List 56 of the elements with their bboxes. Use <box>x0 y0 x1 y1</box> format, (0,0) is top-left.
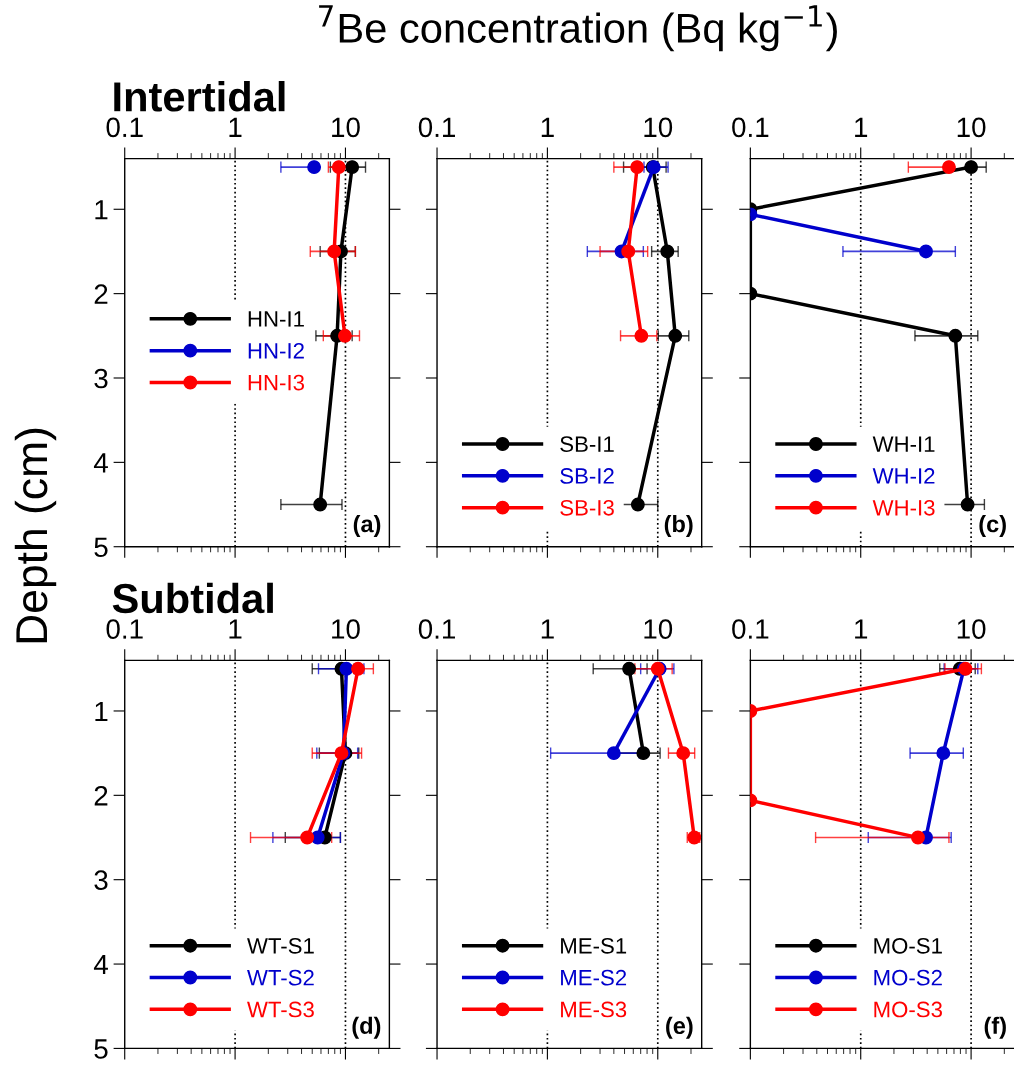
chart-subtitle: Subtidal <box>112 582 273 614</box>
x-tick-label: 1 <box>229 619 242 639</box>
x-tick-label: 1 <box>855 117 868 137</box>
x-tick-label: 0.1 <box>732 117 769 138</box>
legend-label: MO-S3 <box>874 1001 942 1018</box>
legend-label: MO-S2 <box>874 969 942 986</box>
x-tick-label: 10 <box>332 117 360 138</box>
legend-label: SB-I1 <box>560 436 614 453</box>
annotation: (b) <box>664 515 693 538</box>
legend-label: WT-S2 <box>247 969 314 986</box>
x-tick-label: 10 <box>957 117 986 138</box>
annotation: (d) <box>352 1016 381 1039</box>
x-tick-label: 0.1 <box>106 117 143 138</box>
legend-label: MO-S1 <box>874 937 942 954</box>
y-tick-label: 5 <box>94 537 108 558</box>
legend-label: WT-S1 <box>247 937 314 954</box>
x-tick-label: 0.1 <box>732 619 769 639</box>
legend-label: SB-I3 <box>560 499 614 516</box>
legend-label: WH-I2 <box>872 468 935 484</box>
text: $^{7}$Be concentration (Bq kg$^{−1}$) <box>319 5 837 52</box>
x-tick-label: 10 <box>644 117 673 138</box>
x-tick-label: 10 <box>332 619 360 639</box>
x-tick-label: 10 <box>957 619 986 639</box>
legend-label: WH-I3 <box>872 499 935 516</box>
y-tick-label: 1 <box>95 701 108 722</box>
x-tick-label: 1 <box>541 117 554 137</box>
x-tick-label: 10 <box>644 619 673 639</box>
annotation: (a) <box>353 515 381 538</box>
y-tick-label: 3 <box>94 368 108 389</box>
x-tick-label: 0.1 <box>418 117 455 138</box>
y-axis-title: Depth (cm) <box>14 428 57 643</box>
y-tick-label: 3 <box>94 870 108 891</box>
x-tick-label: 0.1 <box>418 619 455 639</box>
legend-label: SB-I2 <box>560 468 614 484</box>
y-tick-label: 2 <box>94 786 108 806</box>
y-tick-label: 4 <box>93 453 108 473</box>
y-tick-label: 4 <box>93 955 108 975</box>
x-tick-label: 1 <box>855 619 868 639</box>
y-tick-label: 1 <box>95 200 108 220</box>
annotation: (e) <box>666 1016 693 1039</box>
legend-label: WH-I1 <box>872 436 935 452</box>
legend-label: HN-I3 <box>248 374 304 391</box>
legend-label: HN-I1 <box>248 311 304 327</box>
y-tick-label: 2 <box>94 284 108 304</box>
annotation: (f) <box>984 1016 1006 1039</box>
x-tick-label: 0.1 <box>106 619 143 639</box>
annotation: (c) <box>979 515 1006 538</box>
y-tick-label: 5 <box>94 1039 108 1059</box>
legend-label: ME-S3 <box>561 1001 627 1018</box>
legend-label: ME-S1 <box>561 937 627 954</box>
x-tick-label: 1 <box>541 619 554 639</box>
chart-subtitle: Intertidal <box>114 81 285 112</box>
legend-label: ME-S2 <box>561 969 627 986</box>
legend-label: WT-S3 <box>247 1001 314 1018</box>
x-tick-label: 1 <box>229 117 242 137</box>
legend-label: HN-I2 <box>248 342 304 359</box>
